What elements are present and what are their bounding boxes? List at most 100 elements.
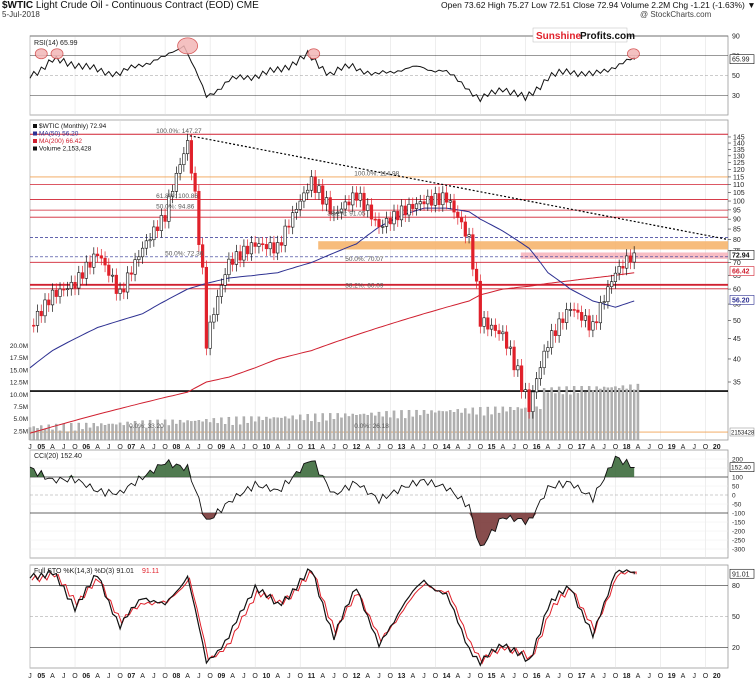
candle-body bbox=[459, 217, 464, 223]
candle-body bbox=[197, 190, 201, 245]
volume-bar bbox=[419, 415, 422, 441]
volume-bar bbox=[580, 386, 583, 441]
price-tick: 90 bbox=[733, 217, 741, 224]
candle-body bbox=[429, 195, 434, 206]
x-tick-stoch: O bbox=[388, 673, 394, 680]
candle-body bbox=[231, 258, 235, 265]
volume-bar bbox=[156, 419, 159, 441]
price-legend-entry: $WTIC (Monthly) 72.94 bbox=[39, 123, 107, 130]
volume-bar bbox=[88, 427, 92, 441]
credit: @ StockCharts.com bbox=[640, 10, 712, 19]
candle-body bbox=[324, 197, 329, 205]
candle-body bbox=[107, 264, 111, 276]
candle-body bbox=[249, 242, 254, 255]
volume-bar bbox=[509, 406, 512, 441]
candle-body bbox=[174, 173, 178, 192]
volume-bar bbox=[475, 414, 478, 441]
rsi-legend: RSI(14) 65.99 bbox=[34, 40, 78, 47]
candles bbox=[32, 133, 636, 419]
volume-bar bbox=[223, 424, 227, 441]
cci-tick: -50 bbox=[732, 502, 742, 509]
volume-bar bbox=[542, 388, 546, 441]
candle-body bbox=[80, 272, 85, 279]
price-tick: 100 bbox=[733, 199, 745, 206]
fib-label: 50.0%: 70.07 bbox=[345, 256, 384, 263]
x-tick-price: A bbox=[591, 444, 596, 451]
volume-bar bbox=[186, 420, 189, 441]
last-close-tag-box bbox=[729, 250, 755, 260]
cci-line bbox=[29, 455, 635, 547]
rsi-tick: 30 bbox=[732, 93, 740, 100]
x-tick-stoch: J bbox=[422, 673, 426, 680]
cci-overbought-fill bbox=[30, 456, 635, 477]
volume-tick: 5.0M bbox=[14, 416, 28, 423]
candle-body bbox=[474, 268, 479, 282]
volume-bar bbox=[400, 410, 403, 441]
volume-bar bbox=[557, 386, 561, 441]
candle-body bbox=[512, 346, 516, 371]
x-tick-stoch: A bbox=[410, 673, 415, 680]
x-tick-stoch: 16 bbox=[533, 673, 541, 680]
candle-body bbox=[617, 266, 621, 274]
rsi-highlight-circle bbox=[177, 37, 199, 55]
candle-body bbox=[384, 218, 389, 227]
candle-body bbox=[587, 315, 591, 331]
candle-body bbox=[216, 296, 220, 315]
volume-bar bbox=[569, 394, 572, 441]
x-tick-stoch: J bbox=[152, 673, 156, 680]
volume-bar bbox=[291, 415, 294, 441]
volume-bar bbox=[460, 412, 463, 441]
volume-bar bbox=[66, 431, 69, 441]
red-resistance-zone bbox=[520, 252, 728, 259]
candle-body bbox=[159, 215, 163, 231]
cci-tick: -100 bbox=[732, 511, 745, 518]
candle-body bbox=[362, 192, 366, 211]
rsi-line bbox=[29, 45, 635, 103]
candle-body bbox=[369, 204, 374, 220]
candle-body bbox=[373, 218, 377, 221]
candle-body bbox=[553, 330, 557, 336]
x-tick-stoch: J bbox=[512, 673, 516, 680]
volume-bar bbox=[584, 391, 587, 441]
x-tick-price: J bbox=[242, 444, 246, 451]
volume-bar bbox=[160, 426, 163, 441]
cci-legend: CCI(20) 152.40 bbox=[34, 453, 82, 460]
candle-body bbox=[317, 185, 321, 193]
candle-body bbox=[433, 193, 437, 206]
candle-body bbox=[489, 324, 494, 330]
volume-bar bbox=[629, 384, 632, 441]
candle-body bbox=[35, 310, 40, 326]
x-tick-stoch: 17 bbox=[578, 673, 586, 680]
price-tick: 145 bbox=[733, 134, 745, 141]
legend-swatch bbox=[33, 131, 37, 136]
volume-bar bbox=[452, 412, 456, 441]
cci-value-label: 152.40 bbox=[731, 465, 751, 472]
volume-bar bbox=[197, 420, 201, 441]
x-tick-price: 10 bbox=[263, 444, 271, 451]
volume-bar bbox=[51, 429, 54, 441]
volume-bar bbox=[437, 410, 441, 441]
volume-bar bbox=[389, 417, 392, 441]
x-tick-stoch: J bbox=[28, 673, 32, 680]
stoch-tick: 50 bbox=[732, 614, 740, 621]
x-tick-stoch: A bbox=[501, 673, 506, 680]
chart-date: 5-Jul-2018 bbox=[2, 10, 40, 19]
stoch-tick: 20 bbox=[732, 645, 740, 652]
x-tick-stoch: A bbox=[546, 673, 551, 680]
x-tick-stoch: O bbox=[613, 673, 619, 680]
cci-tick: -150 bbox=[732, 520, 745, 527]
volume-bar bbox=[385, 411, 388, 441]
volume-bar bbox=[178, 419, 182, 441]
candle-body bbox=[396, 211, 400, 221]
volume-bar bbox=[467, 413, 471, 441]
declining-trend-line bbox=[189, 135, 729, 241]
orange-resistance-zone bbox=[318, 241, 728, 250]
x-tick-stoch: 06 bbox=[82, 673, 90, 680]
price-legend-entry: MA(200) 66.42 bbox=[39, 138, 82, 145]
candle-body bbox=[167, 195, 171, 222]
candle-body bbox=[77, 272, 81, 289]
volume-bar bbox=[32, 426, 35, 441]
x-tick-price: 16 bbox=[533, 444, 541, 451]
price-tick: 65 bbox=[733, 273, 741, 280]
